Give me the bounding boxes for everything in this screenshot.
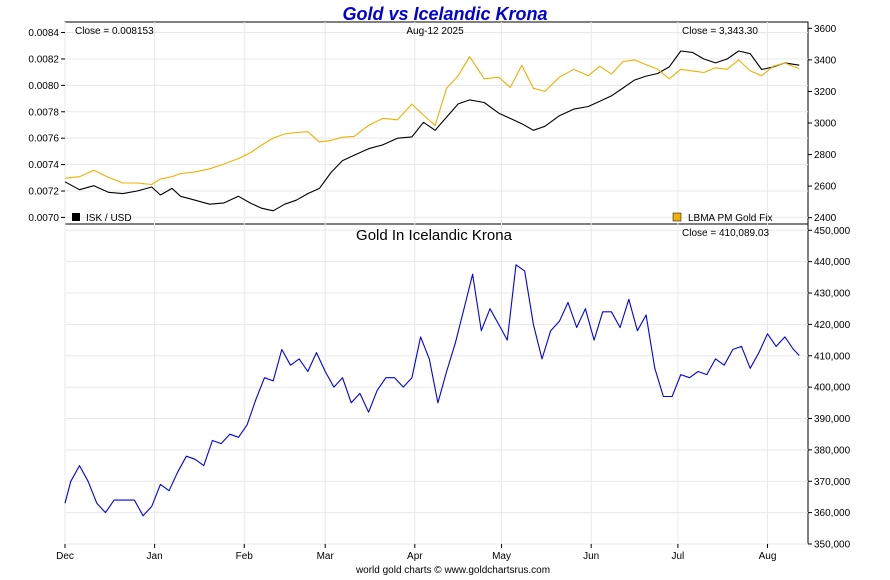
- isk-legend-label: ISK / USD: [86, 213, 132, 224]
- y-right-tick-label: 3000: [814, 119, 837, 130]
- x-tick-label: Aug: [759, 551, 777, 562]
- x-tick-label: Feb: [236, 551, 254, 562]
- x-tick-label: Jul: [672, 551, 685, 562]
- x-tick-label: Mar: [317, 551, 335, 562]
- x-tick-label: May: [492, 551, 511, 562]
- isk-close-label: Close = 0.008153: [75, 26, 154, 37]
- top-left-axis: 0.0070 0.0072 0.0074 0.0076 0.0078 0.0080 0.00…: [28, 28, 65, 224]
- gold-legend-swatch: [672, 212, 682, 222]
- top-right-axis: 2400 2600 2800 3000 3200 3400 3600: [808, 24, 837, 224]
- y-bottom-tick-label: 380,000: [814, 445, 851, 456]
- bottom-series: [64, 264, 800, 517]
- y-bottom-tick-label: 370,000: [814, 477, 851, 488]
- gold-close-label: Close = 3,343.30: [682, 26, 758, 37]
- bottom-grid: [64, 224, 808, 545]
- y-left-tick-label: 0.0074: [28, 160, 59, 171]
- y-right-tick-label: 2800: [814, 150, 837, 161]
- bottom-chart-title: Gold In Icelandic Krona: [356, 227, 513, 244]
- y-left-tick-label: 0.0072: [28, 186, 59, 197]
- y-bottom-tick-label: 400,000: [814, 383, 851, 394]
- y-right-tick-label: 2600: [814, 182, 837, 193]
- y-bottom-tick-label: 390,000: [814, 414, 851, 425]
- y-left-tick-label: 0.0080: [28, 81, 59, 92]
- top-grid: [64, 22, 808, 224]
- gold-legend-label: LBMA PM Gold Fix: [688, 213, 772, 224]
- x-axis: Dec Jan Feb Mar Apr May Jun Jul Aug: [56, 544, 776, 562]
- bottom-panel-frame: [64, 223, 809, 545]
- y-bottom-tick-label: 440,000: [814, 257, 851, 268]
- y-bottom-tick-label: 450,000: [814, 226, 851, 237]
- x-tick-label: Apr: [407, 551, 423, 562]
- y-bottom-tick-label: 420,000: [814, 320, 851, 331]
- y-bottom-tick-label: 410,000: [814, 351, 851, 362]
- bottom-right-axis: 350,000 360,000 370,000 380,000 390,000 400,0…: [808, 226, 851, 551]
- x-tick-label: Jun: [583, 551, 599, 562]
- y-left-tick-label: 0.0070: [28, 213, 59, 224]
- date-label: Aug-12 2025: [406, 26, 464, 37]
- bottom-close-label: Close = 410,089.03: [682, 228, 769, 239]
- isk-usd-line: [64, 50, 800, 212]
- x-tick-label: Dec: [56, 551, 74, 562]
- footer-credit: world gold charts © www.goldchartsrus.co…: [355, 565, 550, 575]
- top-panel-frame: [64, 21, 809, 225]
- gold-usd-line: [64, 56, 800, 186]
- y-bottom-tick-label: 360,000: [814, 508, 851, 519]
- x-tick-label: Jan: [147, 551, 163, 562]
- chart-title: Gold vs Icelandic Krona: [342, 4, 547, 24]
- y-left-tick-label: 0.0076: [28, 134, 59, 145]
- y-left-tick-label: 0.0078: [28, 107, 59, 118]
- y-left-tick-label: 0.0084: [28, 28, 59, 39]
- isk-legend-swatch: [72, 213, 80, 221]
- y-right-tick-label: 2400: [814, 213, 837, 224]
- y-left-tick-label: 0.0082: [28, 54, 59, 65]
- y-right-tick-label: 3400: [814, 55, 837, 66]
- y-right-tick-label: 3200: [814, 87, 837, 98]
- y-right-tick-label: 3600: [814, 24, 837, 35]
- y-bottom-tick-label: 350,000: [814, 540, 851, 551]
- top-series: [64, 50, 800, 212]
- gold-isk-line: [64, 264, 800, 517]
- y-bottom-tick-label: 430,000: [814, 289, 851, 300]
